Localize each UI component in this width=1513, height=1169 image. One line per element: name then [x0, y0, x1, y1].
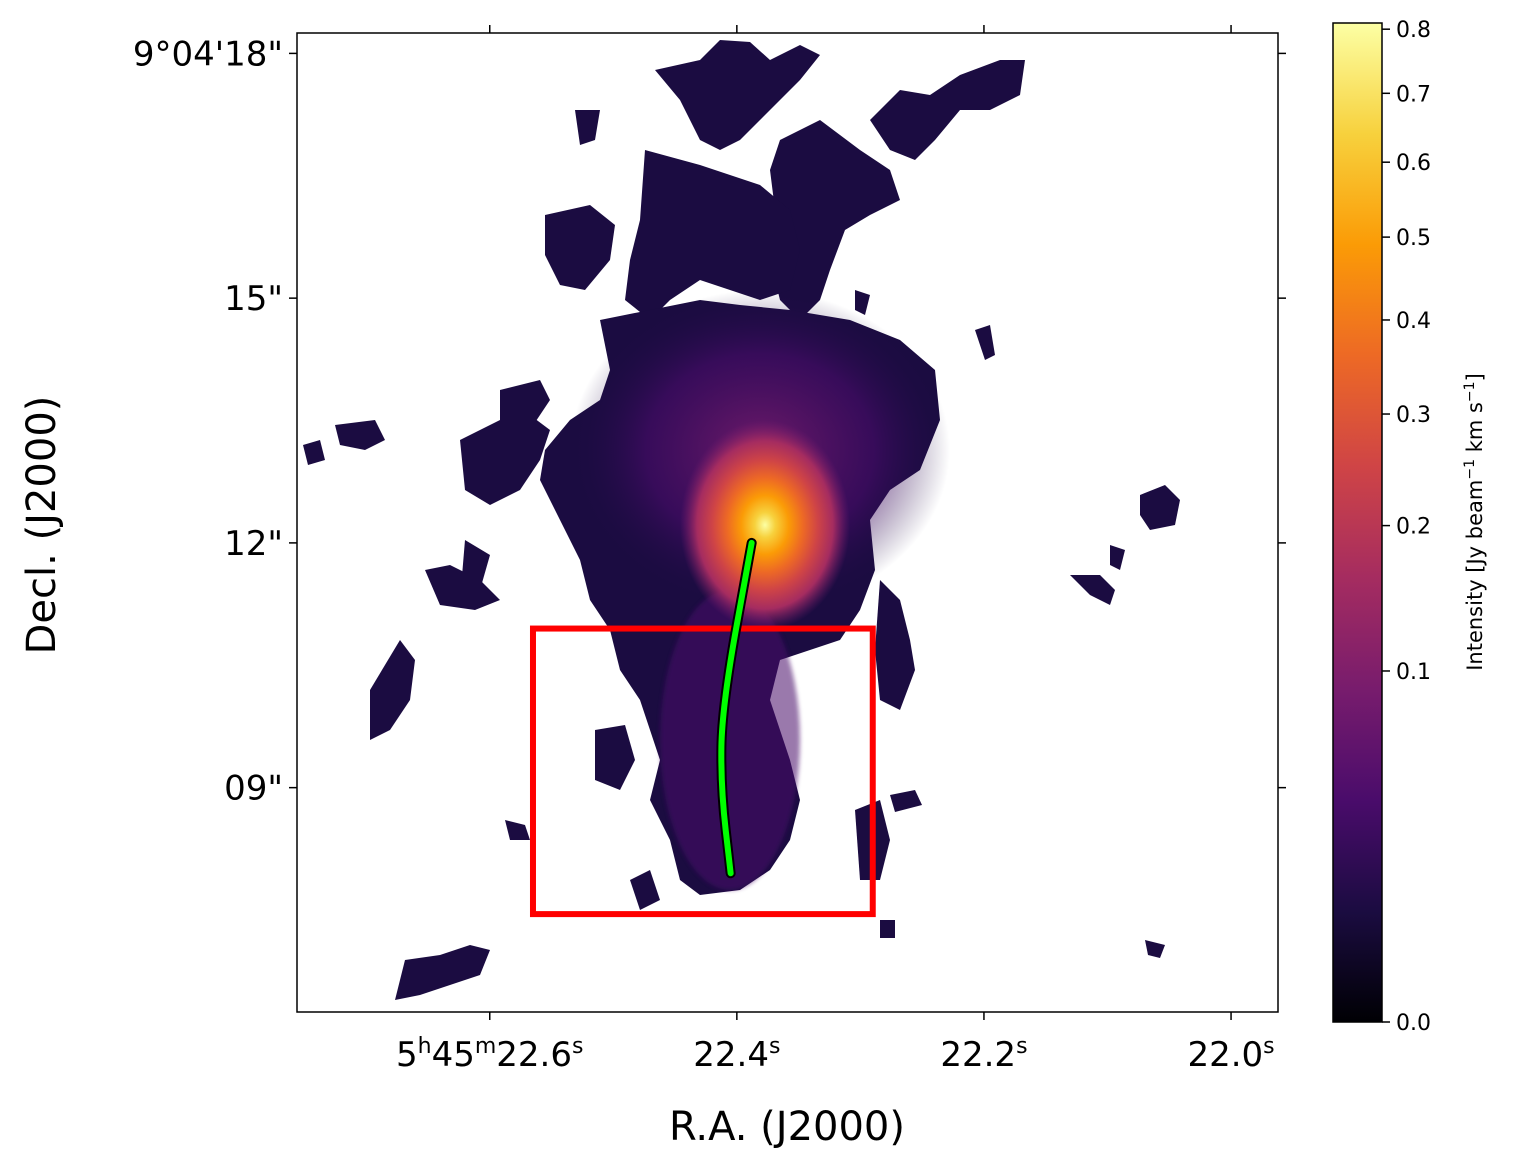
x-tick-label-part: 22.2	[940, 1035, 1016, 1075]
y-axis-ticks: 9°04'18" 15" 12" 09"	[133, 34, 1286, 809]
colorbar-fill	[1333, 23, 1382, 1022]
colorbar-tick-label: 0.8	[1396, 18, 1431, 43]
colorbar-tick-label: 0.4	[1396, 309, 1431, 334]
x-tick-label: 22.4s	[693, 1034, 780, 1075]
y-axis-label: Decl. (J2000)	[19, 396, 65, 655]
colorbar-label: Intensity [Jy beam−1 km s−1]	[1462, 373, 1487, 671]
plot-frame	[296, 32, 1279, 1013]
x-tick-label-part: s	[1263, 1034, 1274, 1059]
colorbar-tick-label: 0.0	[1396, 1011, 1431, 1036]
x-tick-label-part: s	[572, 1034, 583, 1059]
y-tick-label: 9°04'18"	[133, 34, 283, 74]
x-tick-label-part: 22.4	[693, 1035, 769, 1075]
x-axis-label: R.A. (J2000)	[669, 1104, 905, 1150]
emission-tail	[660, 590, 800, 890]
x-tick-label: 22.2s	[940, 1034, 1027, 1075]
y-tick-label: 15"	[224, 279, 283, 319]
x-tick-label-part: m	[475, 1034, 496, 1059]
colorbar-tick-label: 0.7	[1396, 82, 1431, 107]
plot-area	[296, 32, 1279, 1013]
emission-core	[680, 420, 850, 630]
region-box	[529, 625, 876, 918]
x-axis-ticks: 5h45m22.6s 22.4s 22.2s 22.0s	[396, 25, 1275, 1075]
x-tick-label-part: 22.6	[496, 1035, 572, 1075]
colorbar-ticks: 0.0 0.1 0.2 0.3 0.4 0.5 0.6 0.7 0.8	[1382, 18, 1431, 1036]
x-tick-label-part: 45	[432, 1035, 475, 1075]
x-tick-label: 5h45m22.6s	[396, 1034, 583, 1075]
x-tick-label: 22.0s	[1187, 1034, 1274, 1075]
x-tick-label-part: s	[1016, 1034, 1027, 1059]
colorbar-label-part: Intensity [Jy beam	[1463, 480, 1487, 671]
x-tick-label-part: 22.0	[1187, 1035, 1263, 1075]
x-tick-label-part: 5	[396, 1035, 418, 1075]
colorbar-tick-label: 0.1	[1396, 660, 1431, 685]
y-tick-label: 12"	[224, 524, 283, 564]
colorbar-label-part: −1	[1462, 459, 1478, 480]
filament-curve	[718, 539, 755, 877]
colorbar-frame	[1332, 22, 1383, 1023]
colorbar-tick-label: 0.6	[1396, 151, 1431, 176]
colorbar-tick-label: 0.5	[1396, 226, 1431, 251]
colorbar-label-part: −1	[1462, 381, 1478, 402]
colorbar: 0.0 0.1 0.2 0.3 0.4 0.5 0.6 0.7 0.8 Intensity [J…	[1332, 18, 1487, 1036]
x-tick-label-part: h	[418, 1034, 432, 1059]
colorbar-tick-label: 0.2	[1396, 515, 1431, 540]
x-tick-label-part: s	[769, 1034, 780, 1059]
colorbar-label-part: km s	[1463, 402, 1487, 459]
colorbar-tick-label: 0.3	[1396, 403, 1431, 428]
y-tick-label: 09"	[224, 769, 283, 809]
colorbar-label-part: ]	[1463, 373, 1487, 381]
